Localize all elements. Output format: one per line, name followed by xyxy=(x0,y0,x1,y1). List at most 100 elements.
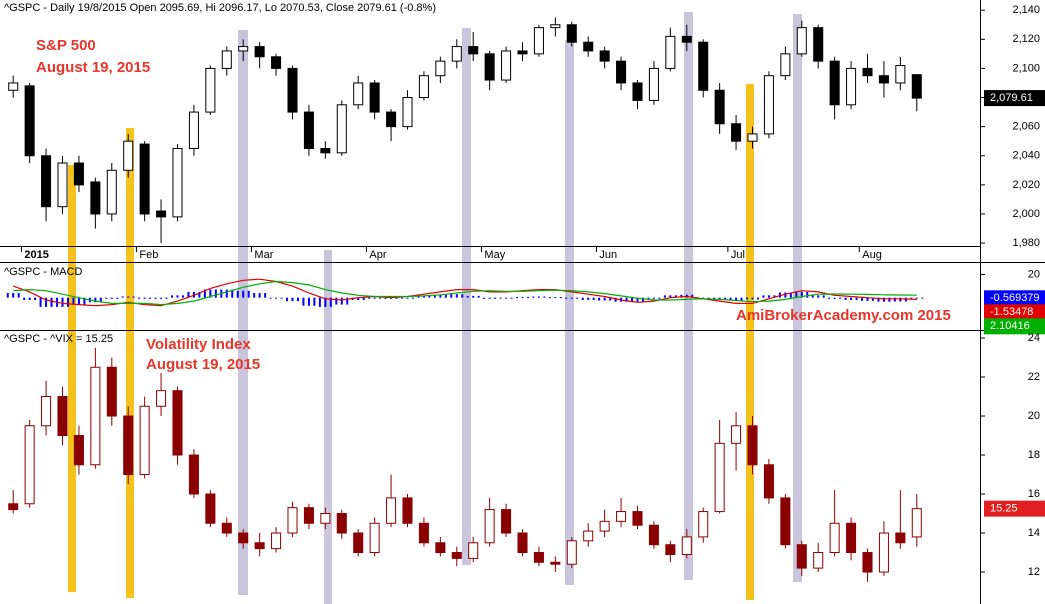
candle-body xyxy=(451,552,462,559)
histogram-bar xyxy=(877,297,880,302)
histogram-bar xyxy=(702,297,705,299)
y-tick-label: 2,140 xyxy=(1012,4,1040,16)
histogram-bar xyxy=(116,297,119,299)
histogram-bar xyxy=(105,297,108,299)
annotation: August 19, 2015 xyxy=(36,59,150,76)
histogram-bar xyxy=(674,295,677,298)
candle-body xyxy=(451,46,462,62)
histogram-bar xyxy=(521,297,524,299)
candle-body xyxy=(303,111,314,149)
histogram-bar xyxy=(625,297,628,302)
candle-body xyxy=(254,542,265,550)
histogram-bar xyxy=(789,292,792,298)
last-value-label: -1.53478 xyxy=(990,306,1033,318)
candle-body xyxy=(731,123,742,142)
candle-body xyxy=(221,50,232,69)
last-value-box xyxy=(984,90,1045,107)
highlight-band xyxy=(462,28,471,565)
histogram-bar xyxy=(724,297,727,300)
x-tick-label: Feb xyxy=(139,249,158,261)
histogram-bar xyxy=(882,297,885,302)
watermark: AmiBrokerAcademy.com 2015 xyxy=(736,307,951,324)
candle-body xyxy=(813,552,824,569)
histogram-bar xyxy=(510,297,513,299)
histogram-bar xyxy=(66,297,69,307)
histogram-bar xyxy=(236,290,239,298)
histogram-bar xyxy=(77,297,80,305)
histogram-bar xyxy=(422,295,425,298)
histogram-bar xyxy=(718,297,721,300)
histogram-bar xyxy=(477,295,480,298)
candle-body xyxy=(501,50,512,81)
histogram-bar xyxy=(258,293,261,298)
candle-body xyxy=(829,522,840,554)
histogram-bar xyxy=(329,297,332,307)
candle-body xyxy=(862,67,873,77)
candle-body xyxy=(599,50,610,62)
histogram-bar xyxy=(565,297,568,299)
histogram-bar xyxy=(61,297,64,307)
candle-body xyxy=(698,511,709,538)
histogram-bar xyxy=(307,297,310,306)
histogram-bar xyxy=(773,295,776,298)
y-tick-label: 1,980 xyxy=(1012,237,1040,249)
candle-body xyxy=(369,82,380,113)
candle-body xyxy=(533,27,544,55)
candle-body xyxy=(402,497,413,524)
candle-body xyxy=(386,497,397,524)
histogram-bar xyxy=(176,295,179,298)
annotation: S&P 500 xyxy=(36,37,96,54)
histogram-bar xyxy=(822,295,825,298)
last-value-box xyxy=(984,318,1045,335)
histogram-bar xyxy=(428,295,431,298)
pane-title: ^GSPC - ^VIX = 15.25 xyxy=(4,333,113,345)
histogram-bar xyxy=(28,297,31,300)
histogram-bar xyxy=(34,297,37,300)
histogram-bar xyxy=(269,297,272,299)
y-tick-label: 16 xyxy=(1028,488,1040,500)
annotation: August 19, 2015 xyxy=(146,356,260,373)
histogram-bar xyxy=(373,297,376,299)
candle-body xyxy=(402,97,413,128)
highlight-band xyxy=(324,250,332,604)
candle-body xyxy=(353,82,364,106)
candle-body xyxy=(911,74,922,99)
candle-body xyxy=(780,53,791,77)
histogram-bar xyxy=(663,295,666,298)
candle-body xyxy=(533,552,544,563)
candle-body xyxy=(353,532,364,554)
histogram-bar xyxy=(455,294,458,298)
histogram-bar xyxy=(214,289,217,298)
pane-title: ^GSPC - Daily 19/8/2015 Open 2095.69, Hi… xyxy=(4,2,436,14)
candle-body xyxy=(106,366,117,417)
histogram-bar xyxy=(280,297,283,299)
candle-body xyxy=(24,425,35,505)
histogram-bar xyxy=(592,297,595,300)
histogram-bar xyxy=(762,295,765,298)
histogram-bar xyxy=(45,297,48,307)
x-tick-label: Apr xyxy=(369,249,386,261)
histogram-bar xyxy=(746,297,749,300)
histogram-bar xyxy=(275,297,278,299)
histogram-bar xyxy=(401,297,404,299)
histogram-bar xyxy=(537,296,540,298)
candle-body xyxy=(320,513,331,524)
candle-body xyxy=(747,425,758,466)
candle-body xyxy=(698,41,709,91)
histogram-bar xyxy=(291,297,294,302)
candle-body xyxy=(731,425,742,444)
histogram-bar xyxy=(609,297,612,301)
histogram-bar xyxy=(198,291,201,298)
histogram-bar xyxy=(72,297,75,305)
highlight-band xyxy=(238,30,248,595)
candle-body xyxy=(566,24,577,43)
candle-body xyxy=(238,46,249,52)
candle-body xyxy=(583,530,594,542)
histogram-bar xyxy=(160,297,163,299)
histogram-bar xyxy=(576,297,579,299)
histogram-bar xyxy=(83,297,86,305)
candle-body xyxy=(550,24,561,29)
candle-body xyxy=(763,464,774,499)
histogram-bar xyxy=(833,297,836,299)
histogram-bar xyxy=(795,291,798,298)
